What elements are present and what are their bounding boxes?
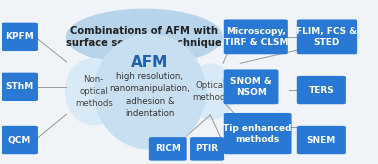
Ellipse shape [66, 9, 223, 65]
Ellipse shape [94, 34, 206, 150]
FancyBboxPatch shape [1, 23, 38, 51]
Ellipse shape [187, 63, 235, 120]
Text: AFM: AFM [131, 55, 169, 70]
Ellipse shape [65, 58, 123, 125]
Text: SThM: SThM [5, 82, 34, 91]
FancyBboxPatch shape [297, 126, 346, 154]
FancyBboxPatch shape [190, 137, 224, 161]
Text: RICM: RICM [155, 144, 181, 153]
Text: Non-
optical
methods: Non- optical methods [75, 75, 113, 108]
Text: KPFM: KPFM [5, 32, 34, 41]
FancyBboxPatch shape [1, 126, 38, 154]
FancyBboxPatch shape [224, 69, 279, 104]
Text: FLIM, FCS &
STED: FLIM, FCS & STED [296, 27, 358, 47]
FancyBboxPatch shape [149, 137, 187, 161]
Text: Tip enhanced
methods: Tip enhanced methods [223, 123, 292, 144]
Text: Optical
methods: Optical methods [192, 81, 230, 102]
Text: Microscopy,
TIRF & CLSM: Microscopy, TIRF & CLSM [223, 27, 288, 47]
Text: high resolution,
nanomanipulation,
adhesion &
indentation: high resolution, nanomanipulation, adhes… [110, 72, 191, 118]
Text: TERS: TERS [308, 86, 334, 95]
FancyBboxPatch shape [1, 73, 38, 101]
Text: PTIR: PTIR [195, 144, 218, 153]
Text: QCM: QCM [8, 135, 31, 144]
Text: SNEM: SNEM [307, 135, 336, 144]
FancyBboxPatch shape [224, 20, 288, 54]
Text: SNOM &
NSOM: SNOM & NSOM [230, 77, 272, 97]
FancyBboxPatch shape [297, 76, 346, 104]
FancyBboxPatch shape [297, 20, 357, 54]
Text: Combinations of AFM with
surface sensitive technique: Combinations of AFM with surface sensiti… [67, 26, 222, 48]
FancyBboxPatch shape [224, 113, 291, 154]
